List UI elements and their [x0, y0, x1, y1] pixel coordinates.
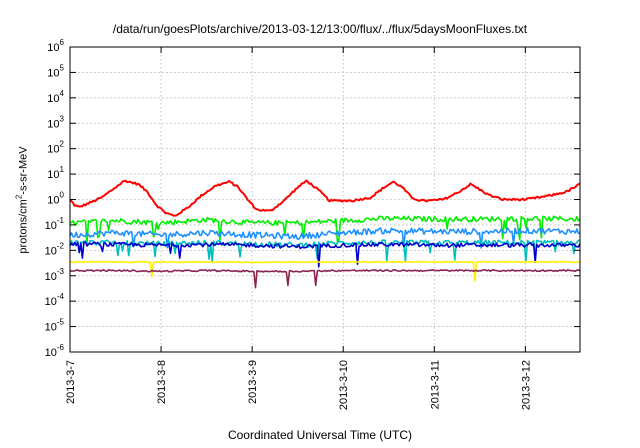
- y-tick-label: 100: [47, 191, 64, 207]
- x-tick-label: 2013-3-11: [429, 360, 441, 409]
- y-axis-label-rest: -s-sr-MeV: [17, 146, 30, 195]
- y-tick-label: 10-6: [45, 343, 65, 359]
- plot-frame: [69, 46, 581, 353]
- y-tick-label: 10-4: [45, 292, 65, 308]
- x-tick-label: 2013-3-8: [156, 360, 168, 404]
- y-axis-label-superscript: 2: [14, 194, 24, 200]
- series-line-1: [69, 179, 581, 217]
- y-tick-label: 10-1: [45, 216, 65, 232]
- y-tick-label: 104: [47, 89, 64, 105]
- y-tick-label: 10-2: [45, 241, 65, 257]
- series-line-2: [69, 215, 581, 245]
- x-tick-label: 2013-3-10: [338, 360, 350, 410]
- x-axis-label: Coordinated Universal Time (UTC): [227, 428, 413, 442]
- y-tick-label: 102: [47, 140, 64, 156]
- series-line-3: [69, 226, 581, 249]
- y-tick-label: 106: [47, 38, 64, 54]
- y-tick-label: 105: [47, 63, 64, 79]
- y-tick-label: 10-3: [45, 267, 65, 283]
- chart-title: /data/run/goesPlots/archive/2013-03-12/1…: [112, 22, 528, 36]
- series-line-5: [69, 241, 581, 268]
- y-tick-label: 101: [47, 165, 64, 181]
- series-line-6: [69, 260, 581, 282]
- y-tick-label: 10-5: [45, 318, 65, 334]
- series-line-7: [70, 269, 581, 289]
- y-axis-label-base: protons/cm: [17, 199, 30, 254]
- y-axis-label: protons/cm2-s-sr-MeV: [15, 146, 30, 253]
- x-tick-label: 2013-3-7: [65, 360, 77, 404]
- y-tick-label: 103: [47, 114, 64, 130]
- x-tick-label: 2013-3-9: [247, 360, 259, 404]
- x-tick-label: 2013-3-12: [520, 360, 532, 410]
